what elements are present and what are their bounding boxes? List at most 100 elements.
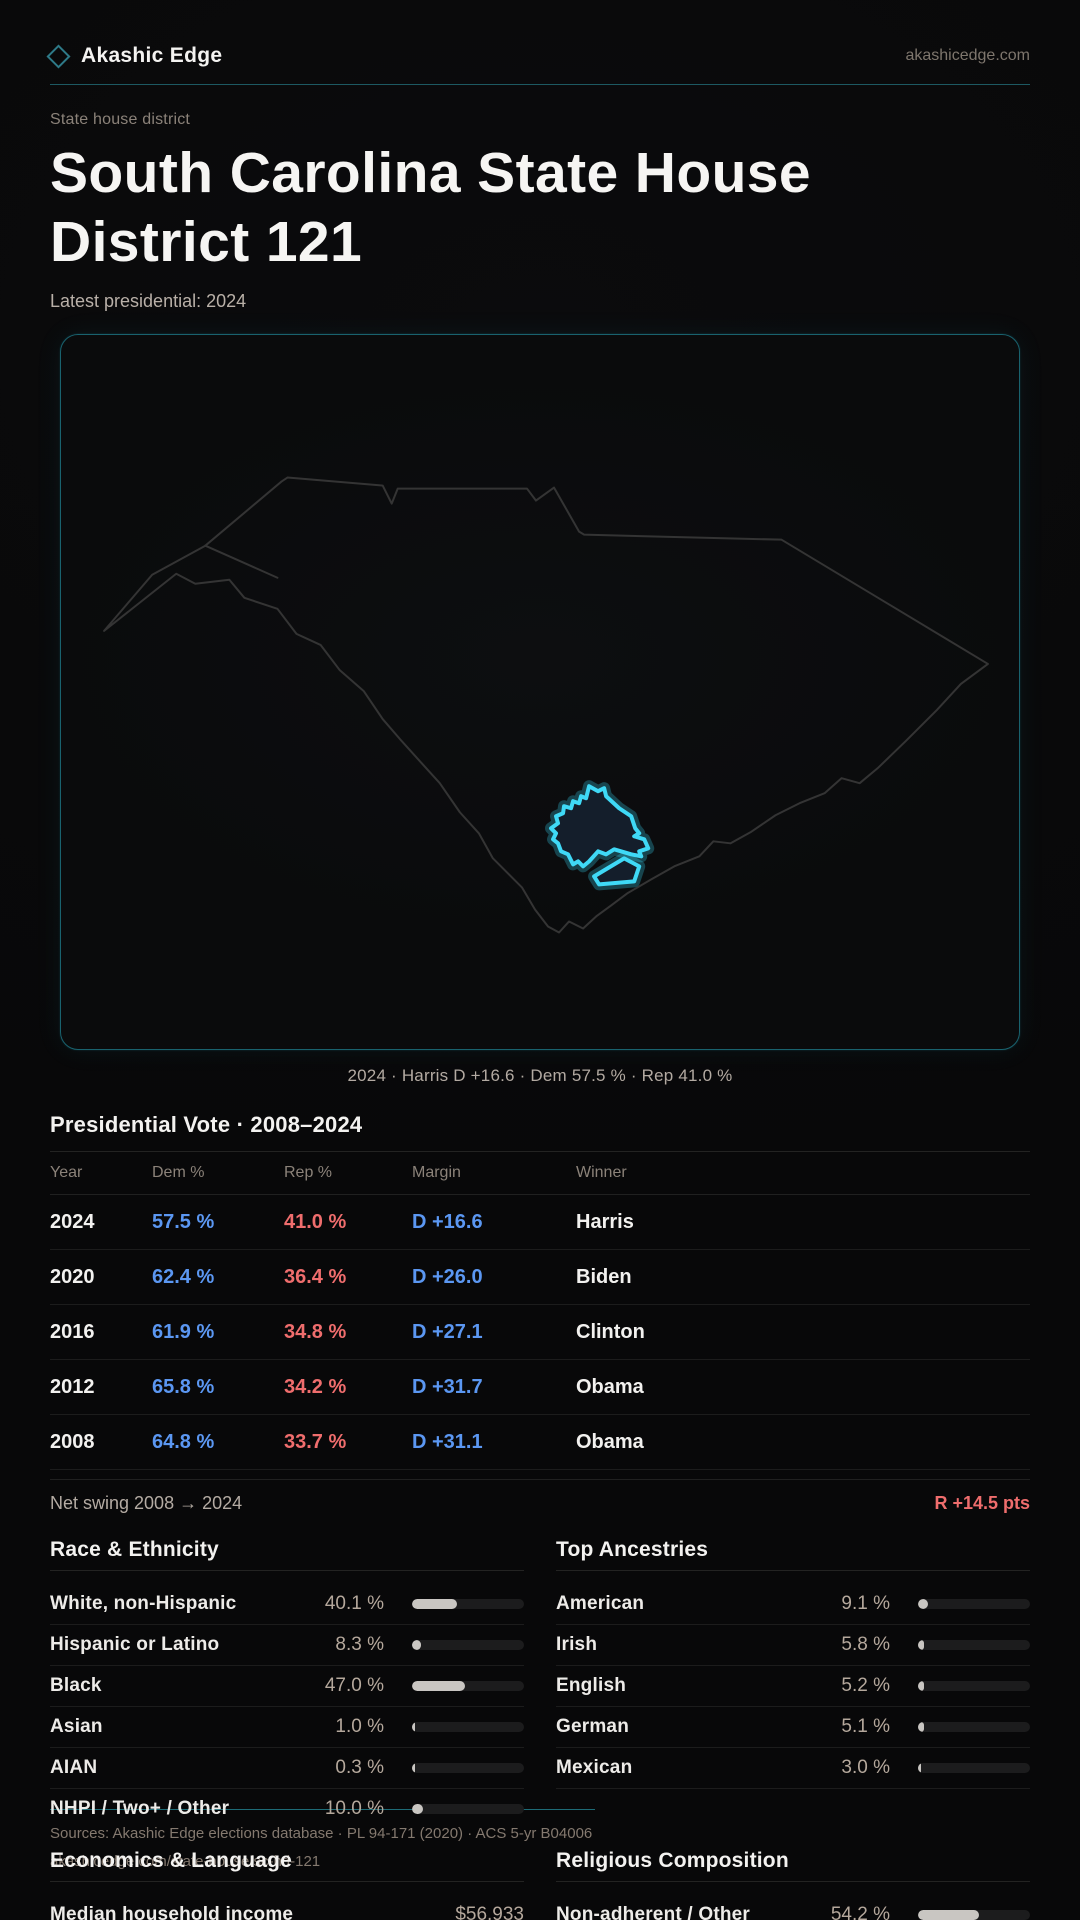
- section-title: Religious Composition: [556, 1849, 1030, 1882]
- rep-cell: 34.2 %: [284, 1375, 347, 1398]
- stat-value: 40.1 %: [324, 1593, 384, 1614]
- stat-bar: [918, 1681, 1030, 1691]
- stat-bar-fill: [412, 1681, 465, 1691]
- stat-label: Asian: [50, 1716, 103, 1737]
- winner-cell: Biden: [576, 1265, 632, 1288]
- stat-value: 5.1 %: [841, 1716, 890, 1737]
- margin-cell: D +31.1: [412, 1430, 483, 1453]
- margin-cell: D +26.0: [412, 1265, 483, 1288]
- section-title: Economics & Language: [50, 1849, 524, 1882]
- stat-bar: [918, 1640, 1030, 1650]
- footer-url: akashicedge.com/state-house/sc-hd-121: [50, 1853, 321, 1871]
- table-row: 2008 64.8 % 33.7 % D +31.1 Obama: [50, 1415, 1030, 1470]
- district-map-card: [60, 334, 1020, 1050]
- stat-value: 47.0 %: [324, 1675, 384, 1696]
- stat-bar-fill: [412, 1763, 415, 1773]
- diamond-logo-icon: [46, 43, 71, 69]
- stat-label: German: [556, 1716, 630, 1737]
- stat-list: Non-adherent / Other 54.2 %: [556, 1882, 1030, 1920]
- vote-table-header: Year Dem % Rep % Margin Winner: [50, 1152, 1030, 1195]
- stat-list: White, non-Hispanic 40.1 % Hispanic or L…: [50, 1571, 524, 1829]
- footer-sources: Sources: Akashic Edge elections database…: [50, 1809, 595, 1874]
- rep-cell: 33.7 %: [284, 1430, 347, 1453]
- state-outline: [103, 476, 989, 934]
- stat-bar: [918, 1910, 1030, 1920]
- list-item: AIAN 0.3 %: [50, 1748, 524, 1789]
- stat-bar: [412, 1804, 524, 1814]
- list-item: Mexican 3.0 %: [556, 1748, 1030, 1789]
- stat-bar: [412, 1599, 524, 1609]
- stat-label: Mexican: [556, 1757, 633, 1778]
- stat-bar-fill: [918, 1599, 929, 1609]
- stat-bar: [918, 1722, 1030, 1732]
- list-item: NHPI / Two+ / Other 10.0 %: [50, 1789, 524, 1829]
- stat-bar-fill: [412, 1640, 422, 1650]
- rep-cell: 36.4 %: [284, 1265, 347, 1288]
- stat-bar: [918, 1763, 1030, 1773]
- district-highlight: [545, 780, 655, 891]
- stat-value: 8.3 %: [335, 1634, 384, 1655]
- col-rep: Rep %: [284, 1164, 333, 1181]
- sc-state-map: [103, 476, 989, 934]
- winner-cell: Clinton: [576, 1320, 645, 1343]
- stat-list: Median household income $56,933: [50, 1882, 524, 1920]
- stat-label: AIAN: [50, 1757, 98, 1778]
- year-cell: 2008: [50, 1430, 95, 1453]
- stat-bar: [918, 1599, 1030, 1609]
- list-item: White, non-Hispanic 40.1 %: [50, 1584, 524, 1625]
- stat-value: 1.0 %: [335, 1716, 384, 1737]
- list-item: German 5.1 %: [556, 1707, 1030, 1748]
- vote-section-title: Presidential Vote · 2008–2024: [50, 1112, 1030, 1152]
- list-item: Non-adherent / Other 54.2 %: [556, 1895, 1030, 1920]
- net-swing-label: Net swing 2008 → 2024: [50, 1493, 243, 1513]
- year-cell: 2024: [50, 1210, 95, 1233]
- brand-domain: akashicedge.com: [905, 47, 1030, 64]
- stat-bar-fill: [918, 1681, 924, 1691]
- col-year: Year: [50, 1164, 83, 1181]
- dem-cell: 62.4 %: [152, 1265, 215, 1288]
- stat-bar-fill: [918, 1722, 924, 1732]
- section-economics-language: Economics & Language Median household in…: [50, 1849, 524, 1920]
- stat-label: Non-adherent / Other: [556, 1904, 751, 1920]
- rep-cell: 34.8 %: [284, 1320, 347, 1343]
- list-item: American 9.1 %: [556, 1584, 1030, 1625]
- col-margin: Margin: [412, 1164, 461, 1181]
- year-cell: 2016: [50, 1320, 95, 1343]
- stat-label: White, non-Hispanic: [50, 1593, 237, 1614]
- year-cell: 2020: [50, 1265, 95, 1288]
- eyebrow-label: State house district: [50, 111, 191, 128]
- list-item: English 5.2 %: [556, 1666, 1030, 1707]
- map-caption: 2024 · Harris D +16.6 · Dem 57.5 % · Rep…: [347, 1066, 733, 1085]
- state-inner-boundary: [204, 544, 279, 579]
- stat-label: Irish: [556, 1634, 598, 1655]
- section-title: Top Ancestries: [556, 1538, 1030, 1571]
- section-title: Race & Ethnicity: [50, 1538, 524, 1571]
- stat-bar: [412, 1640, 524, 1650]
- net-swing-row: Net swing 2008 → 2024 R +14.5 pts: [50, 1479, 1030, 1514]
- stat-value: 9.1 %: [841, 1593, 890, 1614]
- stat-label: American: [556, 1593, 645, 1614]
- list-item: Median household income $56,933: [50, 1895, 524, 1920]
- stat-bar: [412, 1681, 524, 1691]
- list-item: Black 47.0 %: [50, 1666, 524, 1707]
- table-row: 2020 62.4 % 36.4 % D +26.0 Biden: [50, 1250, 1030, 1305]
- margin-cell: D +31.7: [412, 1375, 483, 1398]
- site-header: Akashic Edge akashicedge.com: [46, 0, 1030, 85]
- footer-sources-line: Sources: Akashic Edge elections database…: [50, 1825, 593, 1842]
- stat-value: 10.0 %: [324, 1798, 384, 1819]
- rep-cell: 41.0 %: [284, 1210, 347, 1233]
- stat-bar-fill: [918, 1640, 925, 1650]
- section-race-ethnicity: Race & Ethnicity White, non-Hispanic 40.…: [50, 1538, 524, 1829]
- stat-bar: [412, 1722, 524, 1732]
- table-row: 2012 65.8 % 34.2 % D +31.7 Obama: [50, 1360, 1030, 1415]
- dem-cell: 57.5 %: [152, 1210, 215, 1233]
- brand: Akashic Edge: [46, 43, 222, 69]
- margin-cell: D +16.6: [412, 1210, 483, 1233]
- stat-value: 0.3 %: [335, 1757, 384, 1778]
- stat-value: $56,933: [455, 1904, 524, 1920]
- dem-cell: 64.8 %: [152, 1430, 215, 1453]
- stat-bar: [412, 1763, 524, 1773]
- winner-cell: Obama: [576, 1430, 644, 1453]
- stat-bar-fill: [412, 1804, 424, 1814]
